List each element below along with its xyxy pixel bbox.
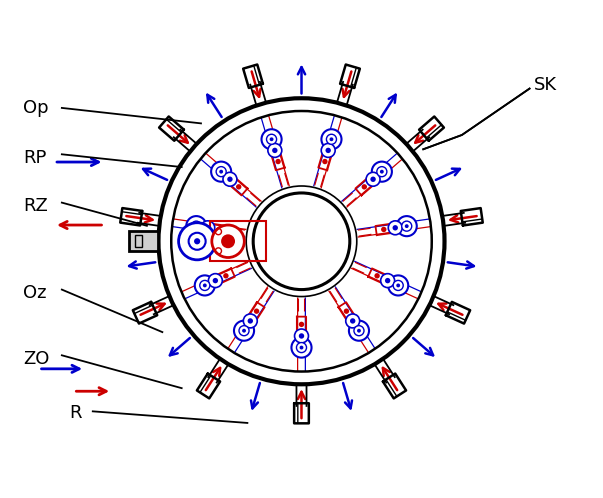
Circle shape xyxy=(349,321,369,341)
Circle shape xyxy=(329,137,333,141)
Circle shape xyxy=(242,329,246,333)
Circle shape xyxy=(326,134,336,144)
Circle shape xyxy=(267,134,277,144)
Circle shape xyxy=(297,343,306,353)
Circle shape xyxy=(397,216,417,236)
Circle shape xyxy=(186,216,206,236)
Circle shape xyxy=(300,346,303,350)
Text: RP: RP xyxy=(23,149,46,167)
Circle shape xyxy=(357,329,361,333)
Circle shape xyxy=(262,129,282,149)
Circle shape xyxy=(227,177,233,182)
Text: RZ: RZ xyxy=(23,198,48,216)
Circle shape xyxy=(203,283,207,287)
Circle shape xyxy=(270,137,274,141)
Circle shape xyxy=(253,193,350,289)
Text: SK: SK xyxy=(534,76,557,94)
Circle shape xyxy=(291,338,312,358)
Circle shape xyxy=(195,275,215,295)
Circle shape xyxy=(272,148,277,153)
Bar xyxy=(209,221,265,261)
Circle shape xyxy=(248,318,253,324)
Circle shape xyxy=(211,162,231,182)
Circle shape xyxy=(178,223,216,260)
Circle shape xyxy=(388,221,402,235)
Circle shape xyxy=(321,143,335,157)
Text: ZO: ZO xyxy=(23,350,49,368)
Circle shape xyxy=(380,274,394,287)
Circle shape xyxy=(212,225,244,257)
Circle shape xyxy=(385,278,390,283)
Circle shape xyxy=(194,238,200,245)
Circle shape xyxy=(209,273,223,287)
Circle shape xyxy=(393,280,403,290)
Circle shape xyxy=(405,224,409,228)
Circle shape xyxy=(396,283,400,287)
Circle shape xyxy=(321,129,341,149)
Circle shape xyxy=(191,221,201,231)
Circle shape xyxy=(388,275,408,295)
Circle shape xyxy=(201,221,215,235)
Circle shape xyxy=(350,318,355,324)
Circle shape xyxy=(194,224,198,228)
Circle shape xyxy=(294,329,309,343)
Circle shape xyxy=(189,233,206,250)
Circle shape xyxy=(381,227,387,232)
Circle shape xyxy=(354,326,364,336)
Circle shape xyxy=(234,321,254,341)
Circle shape xyxy=(372,162,392,182)
Text: R: R xyxy=(69,404,82,422)
Circle shape xyxy=(216,167,226,177)
Circle shape xyxy=(268,143,282,157)
Text: Op: Op xyxy=(23,99,49,117)
Circle shape xyxy=(200,280,210,290)
Circle shape xyxy=(216,227,222,232)
Circle shape xyxy=(326,148,331,153)
Circle shape xyxy=(377,167,387,177)
Circle shape xyxy=(344,308,349,314)
Circle shape xyxy=(402,221,412,231)
Circle shape xyxy=(244,314,257,328)
Bar xyxy=(134,235,142,248)
Circle shape xyxy=(362,184,367,190)
Circle shape xyxy=(346,314,359,328)
Circle shape xyxy=(374,273,380,278)
Circle shape xyxy=(223,273,229,278)
Circle shape xyxy=(221,235,235,248)
Bar xyxy=(130,231,159,251)
Circle shape xyxy=(299,322,304,327)
Circle shape xyxy=(366,172,380,186)
Circle shape xyxy=(205,225,210,231)
Circle shape xyxy=(239,326,249,336)
Circle shape xyxy=(236,184,241,190)
Circle shape xyxy=(219,170,223,174)
Circle shape xyxy=(393,225,398,231)
Circle shape xyxy=(276,159,281,164)
Circle shape xyxy=(370,177,376,182)
Circle shape xyxy=(254,308,259,314)
Circle shape xyxy=(380,170,384,174)
Circle shape xyxy=(299,333,304,339)
Circle shape xyxy=(322,159,327,164)
Text: Oz: Oz xyxy=(23,284,46,302)
Circle shape xyxy=(213,278,218,283)
Circle shape xyxy=(223,172,237,186)
